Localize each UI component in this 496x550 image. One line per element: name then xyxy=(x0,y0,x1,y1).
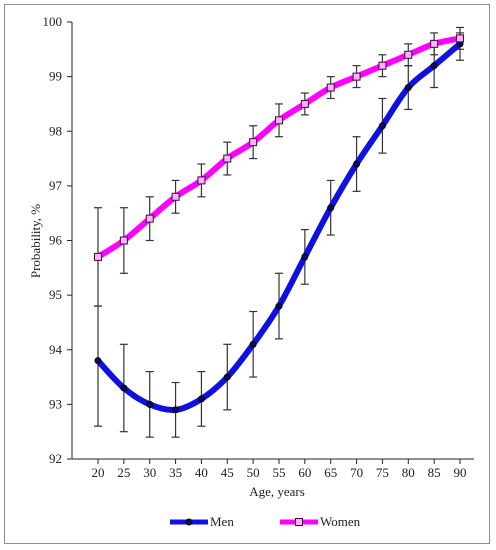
x-tick-label: 70 xyxy=(350,465,363,480)
women-marker xyxy=(456,34,464,43)
y-tick-label: 92 xyxy=(49,451,62,466)
men-marker xyxy=(378,122,386,130)
y-tick-label: 100 xyxy=(43,14,63,29)
x-tick-label: 80 xyxy=(402,465,415,480)
women-marker xyxy=(430,39,439,48)
men-marker xyxy=(249,340,257,348)
x-tick-label: 45 xyxy=(221,465,234,480)
men-marker xyxy=(197,395,205,403)
x-tick-label: 30 xyxy=(143,465,156,480)
legend-men-label: Men xyxy=(210,514,234,529)
x-tick-label: 50 xyxy=(247,465,260,480)
men-series-line xyxy=(95,40,463,414)
men-marker xyxy=(327,204,335,212)
men-marker xyxy=(404,84,412,92)
chart-frame xyxy=(4,4,490,544)
women-marker xyxy=(145,214,154,223)
women-marker xyxy=(197,176,206,185)
women-marker xyxy=(378,61,387,70)
legend: Men Women xyxy=(170,514,361,529)
x-tick-label: 90 xyxy=(454,465,467,480)
men-marker xyxy=(120,384,128,392)
women-marker xyxy=(326,83,335,92)
series-lines xyxy=(95,35,463,414)
women-marker xyxy=(404,50,413,59)
men-marker xyxy=(223,373,231,381)
men-marker xyxy=(353,160,361,168)
y-tick-label: 94 xyxy=(49,342,63,357)
y-tick-labels: 92 93 94 95 96 97 98 99 100 xyxy=(43,14,63,466)
women-marker xyxy=(300,99,309,108)
x-tick-label: 35 xyxy=(169,465,182,480)
men-marker xyxy=(301,253,309,261)
legend-women-marker xyxy=(295,518,303,526)
y-tick-label: 96 xyxy=(49,233,63,248)
women-marker xyxy=(352,72,361,81)
men-marker xyxy=(275,302,283,310)
series-markers xyxy=(94,34,464,414)
women-marker xyxy=(94,252,102,261)
women-series-line xyxy=(95,35,463,260)
y-tick-label: 93 xyxy=(49,396,62,411)
y-tick-label: 99 xyxy=(49,69,62,84)
x-tick-label: 40 xyxy=(195,465,208,480)
men-marker xyxy=(430,62,438,70)
women-marker xyxy=(275,116,283,125)
x-tick-labels: 20 25 30 35 40 45 50 55 60 65 70 75 80 85 90 xyxy=(92,465,467,480)
x-tick-label: 85 xyxy=(428,465,441,480)
x-tick-label: 20 xyxy=(92,465,105,480)
y-tick-label: 95 xyxy=(49,287,62,302)
legend-men-marker xyxy=(185,518,193,526)
x-tick-label: 60 xyxy=(298,465,311,480)
men-marker xyxy=(172,406,180,414)
women-marker xyxy=(249,138,258,147)
y-tick-label: 97 xyxy=(49,178,63,193)
x-tick-label: 55 xyxy=(273,465,286,480)
axes xyxy=(67,21,474,464)
x-tick-label: 75 xyxy=(376,465,389,480)
men-marker xyxy=(94,357,102,365)
women-marker xyxy=(119,236,128,245)
y-axis-title: Probability, % xyxy=(28,204,43,278)
y-tick-label: 98 xyxy=(49,123,62,138)
legend-women-label: Women xyxy=(320,514,361,529)
x-tick-label: 65 xyxy=(324,465,337,480)
women-marker xyxy=(223,154,232,163)
x-axis-title: Age, years xyxy=(249,484,305,499)
men-marker xyxy=(146,400,154,408)
women-marker xyxy=(171,192,180,201)
x-tick-label: 25 xyxy=(117,465,130,480)
